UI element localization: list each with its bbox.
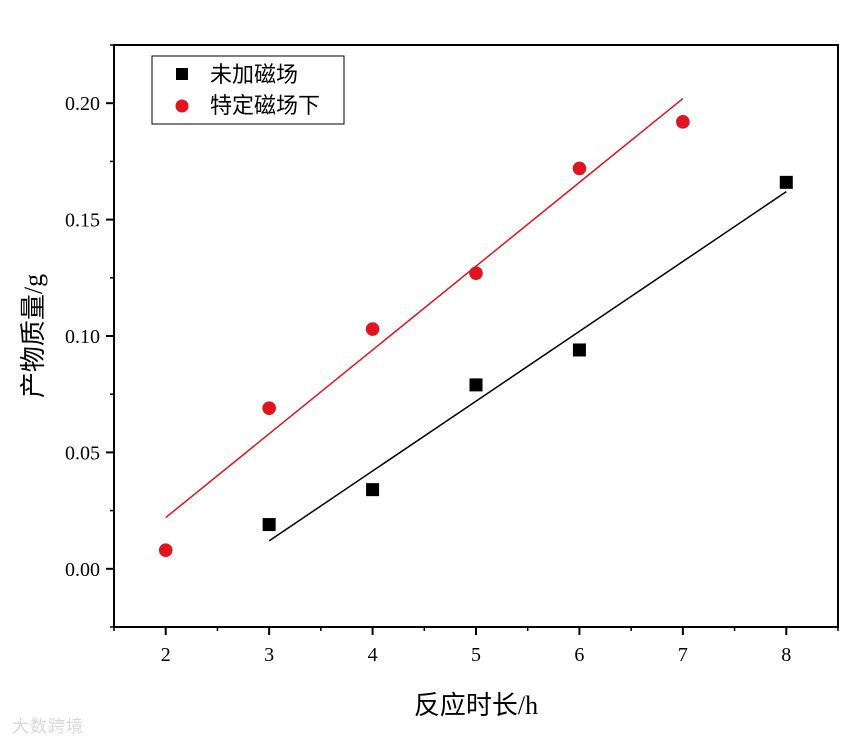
x-tick-label: 8 xyxy=(781,644,791,666)
data-point-circle xyxy=(572,161,587,176)
data-point-circle xyxy=(158,543,173,557)
fit-line-field xyxy=(165,97,684,519)
watermark: 大数跨境 xyxy=(12,717,84,737)
x-tick-label: 5 xyxy=(471,644,481,666)
y-tick-label: 0.10 xyxy=(65,326,100,348)
data-point-circle xyxy=(676,115,690,129)
data-markers xyxy=(158,115,793,557)
data-point-square xyxy=(779,175,793,189)
data-point-square xyxy=(366,483,380,497)
y-tick-label: 0.00 xyxy=(65,559,100,581)
x-tick-label: 3 xyxy=(264,644,274,666)
y-tick-label: 0.15 xyxy=(65,210,100,232)
fit-line-no-field xyxy=(268,191,787,542)
x-axis-title: 反应时长/h xyxy=(414,691,538,720)
legend: 未加磁场 特定磁场下 xyxy=(151,55,345,125)
legend-box xyxy=(151,55,345,125)
fit-lines xyxy=(165,97,787,542)
data-point-circle xyxy=(262,401,276,415)
x-tick-label: 4 xyxy=(368,644,378,666)
data-point-square xyxy=(572,343,586,357)
y-tick-label: 0.20 xyxy=(65,93,100,115)
legend-circle-marker xyxy=(175,99,189,113)
x-tick-label: 2 xyxy=(161,644,171,666)
legend-label-field: 特定磁场下 xyxy=(210,93,320,118)
data-point-circle xyxy=(365,322,380,336)
data-point-square xyxy=(262,518,276,532)
legend-square-marker xyxy=(176,68,188,80)
legend-label-no-field: 未加磁场 xyxy=(210,62,298,87)
data-point-circle xyxy=(469,266,483,280)
y-axis: 0.00 0.05 0.10 0.15 0.20 xyxy=(65,44,114,628)
x-tick-label: 6 xyxy=(574,644,584,666)
plot-frame xyxy=(113,44,839,628)
data-point-square xyxy=(469,378,483,392)
x-tick-label: 7 xyxy=(678,644,688,666)
y-axis-title: 产物质量/g xyxy=(19,274,48,398)
y-tick-label: 0.05 xyxy=(65,442,100,464)
x-axis: 2 3 4 5 6 7 8 xyxy=(113,627,839,666)
